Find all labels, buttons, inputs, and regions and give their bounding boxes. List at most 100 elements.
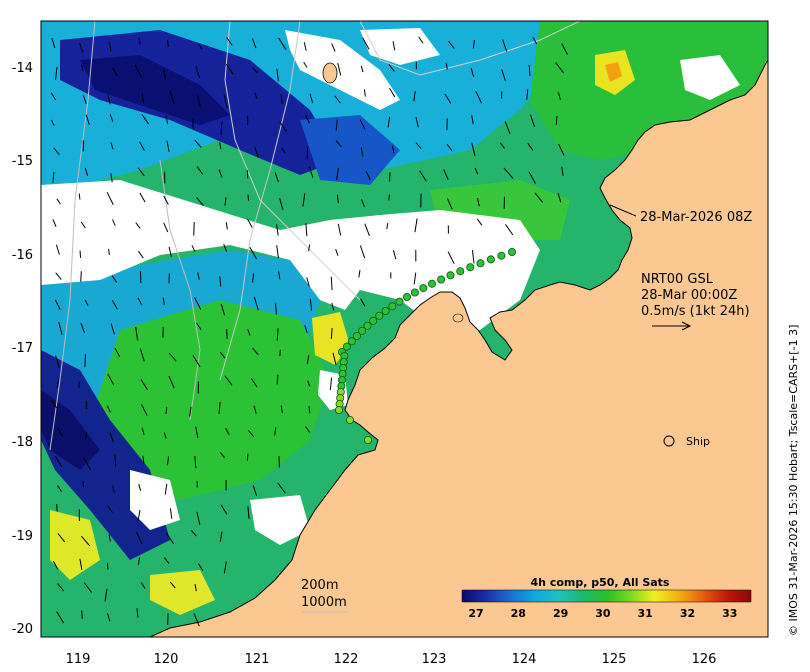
current-vector: [447, 251, 455, 264]
track-point: [342, 342, 351, 351]
current-vector: [306, 147, 309, 160]
current-vector: [106, 191, 114, 205]
current-vector: [58, 321, 63, 335]
current-vector: [476, 197, 480, 207]
isobath-1000m: [49, 21, 96, 451]
x-tick-label: 126: [692, 652, 717, 667]
current-vector: [308, 244, 311, 252]
current-vector: [388, 194, 391, 201]
current-vector: [363, 89, 366, 97]
current-vector: [443, 169, 449, 180]
current-vector: [108, 248, 110, 256]
current-vector: [82, 480, 85, 487]
current-vector: [136, 608, 139, 618]
track-point: [381, 306, 390, 315]
current-vector: [111, 275, 118, 283]
current-vector: [472, 39, 476, 49]
track-time-leader: [609, 204, 637, 217]
current-vector: [220, 121, 223, 136]
island: [452, 313, 464, 323]
current-vector: [389, 87, 396, 98]
current-vector: [80, 221, 86, 229]
current-vector: [110, 142, 114, 150]
current-vector: [278, 271, 281, 280]
current-vector: [163, 195, 169, 205]
current-vector: [331, 43, 336, 52]
current-vector: [335, 248, 339, 256]
current-vector: [198, 563, 204, 571]
cloud-mid: [130, 470, 180, 530]
current-vector: [247, 506, 250, 519]
current-vector: [303, 61, 308, 68]
current-vector: [249, 246, 257, 260]
track-point: [486, 255, 495, 264]
current-vector: [359, 119, 366, 130]
current-vector: [414, 218, 418, 233]
current-vector: [110, 172, 113, 183]
current-vector: [56, 198, 61, 205]
current-vector: [84, 299, 89, 306]
current-vector: [415, 142, 422, 149]
current-vector: [223, 94, 228, 109]
track-point: [388, 302, 397, 311]
y-tick-label: -17: [12, 341, 33, 356]
current-vector: [223, 561, 227, 574]
current-vector: [471, 249, 475, 264]
current-vector: [331, 302, 335, 311]
sst-blue-east: [300, 115, 400, 185]
current-vector: [110, 323, 115, 335]
current-vector: [164, 483, 168, 495]
current-vector: [530, 114, 536, 128]
current-vector: [534, 192, 544, 203]
current-vector: [246, 169, 249, 179]
credit-text: © IMOS 31-Mar-2026 15:30 Hobart; Tscale=…: [787, 325, 800, 636]
current-vector: [250, 378, 258, 388]
current-vector: [192, 118, 194, 129]
current-vector: [55, 244, 60, 255]
current-vector: [194, 456, 197, 469]
colorbar-tick-label: 32: [680, 607, 695, 620]
current-vector: [52, 219, 57, 227]
current-vector: [276, 224, 279, 236]
current-vector: [561, 166, 564, 176]
current-vector: [165, 407, 168, 414]
x-tick-label: 119: [66, 652, 91, 667]
current-vector: [362, 37, 370, 50]
current-vector: [162, 297, 165, 305]
current-vector: [166, 39, 169, 48]
current-vector: [219, 142, 222, 150]
track-point: [456, 267, 465, 276]
current-vector: [561, 43, 568, 55]
current-vector: [51, 119, 55, 126]
current-vector: [281, 147, 286, 154]
current-vector: [166, 532, 174, 545]
isobath-1000m: [219, 21, 301, 381]
current-vector: [305, 223, 308, 237]
current-vector: [54, 455, 63, 468]
x-tick-label: 124: [512, 652, 537, 667]
current-vector: [303, 42, 307, 51]
current-vector: [166, 456, 170, 466]
track-point: [476, 259, 485, 268]
y-tick-label: -20: [12, 622, 33, 637]
current-vector: [274, 427, 277, 436]
current-vector: [141, 404, 148, 416]
current-vector: [334, 95, 341, 104]
current-vector: [274, 172, 279, 183]
current-vector: [224, 197, 227, 206]
current-vector: [139, 348, 145, 362]
track-point: [402, 292, 411, 301]
current-vector: [279, 198, 284, 210]
current-vector: [224, 375, 233, 386]
current-vector: [278, 37, 287, 50]
ship-label: Ship: [686, 435, 710, 448]
current-vector: [220, 452, 226, 459]
current-vector: [557, 91, 561, 100]
current-vector: [223, 243, 228, 252]
current-vector: [197, 272, 200, 280]
track-point: [466, 263, 475, 272]
current-vector: [56, 427, 63, 436]
current-vector: [163, 557, 170, 564]
x-tick-label: 125: [602, 652, 627, 667]
current-vector: [246, 453, 249, 461]
